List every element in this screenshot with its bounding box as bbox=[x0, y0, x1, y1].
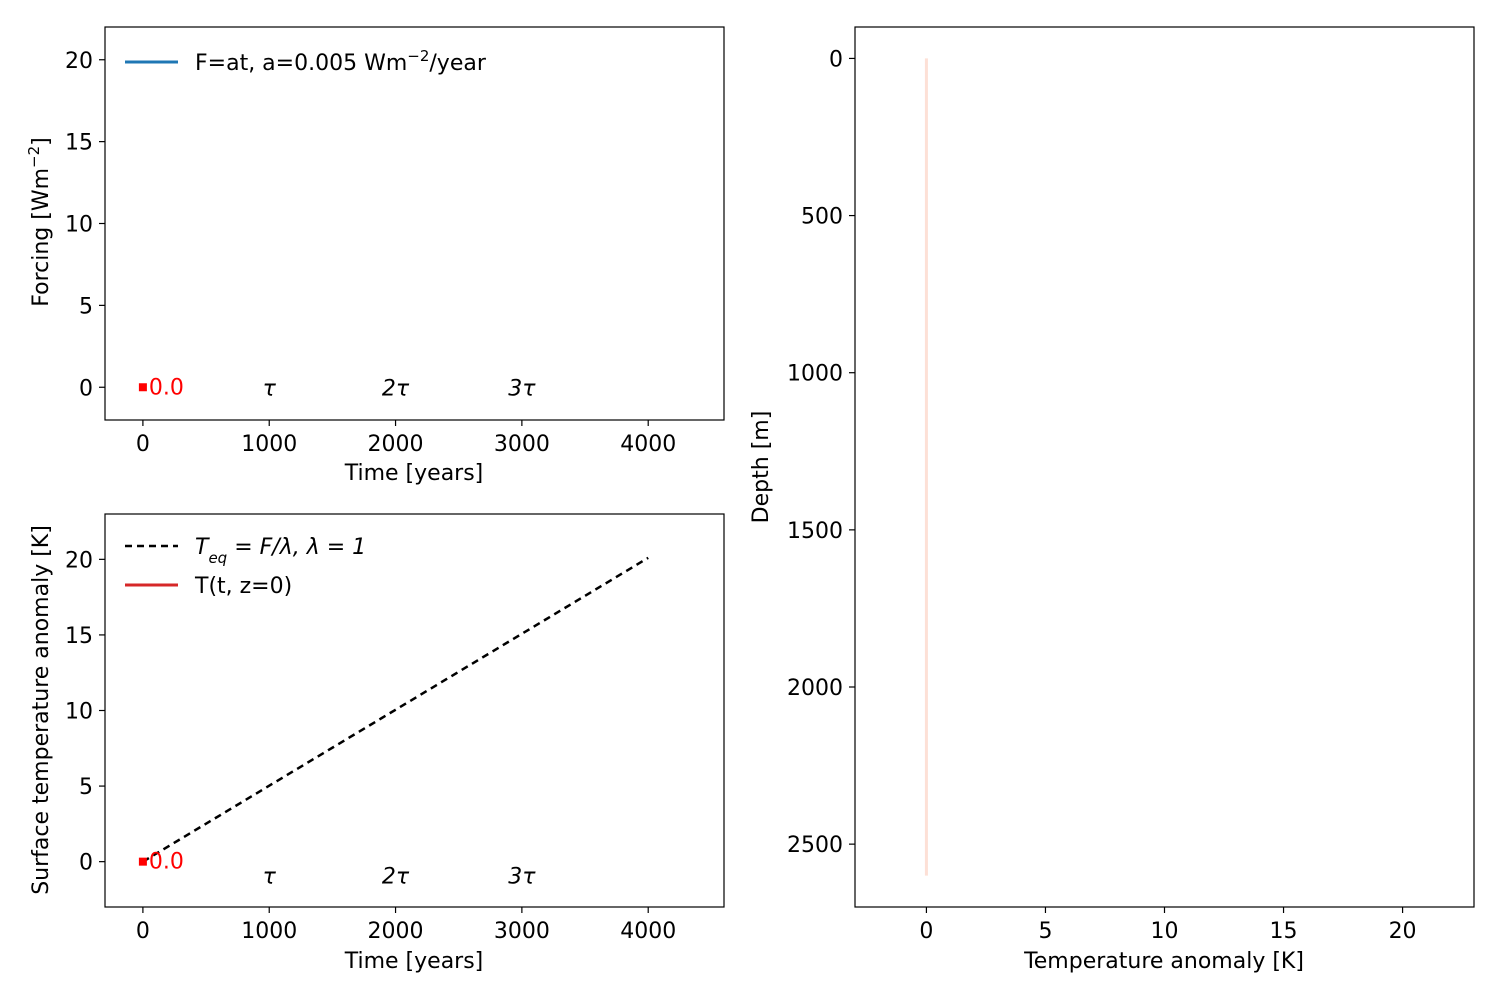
surface-y-tick-label: 10 bbox=[65, 700, 93, 725]
surface-x-tick-label: 1000 bbox=[241, 919, 297, 944]
surface-current-value-label: 0.0 bbox=[149, 850, 184, 875]
depth-x-tick-label: 20 bbox=[1389, 919, 1417, 944]
surface-x-tick-label: 2000 bbox=[368, 919, 424, 944]
forcing-current-value-label: 0.0 bbox=[149, 375, 184, 400]
forcing-x-ticks: 0 1000 2000 3000 4000 bbox=[136, 420, 676, 457]
surface-series: 0.0 bbox=[138, 556, 649, 875]
surface-series-line-0 bbox=[142, 556, 649, 863]
surface-axes-frame bbox=[104, 513, 725, 908]
surface-y-tick-label: 15 bbox=[65, 624, 93, 649]
forcing-legend-label: F=at, a=0.005 Wm−2/year bbox=[195, 47, 487, 76]
forcing-y-tick-label: 20 bbox=[65, 49, 93, 74]
forcing-x-tick-label: 2000 bbox=[368, 432, 424, 457]
tsurf-legend-label: T(t, z=0) bbox=[194, 574, 292, 599]
teq-legend-label: Teq = F/λ, λ = 1 bbox=[195, 535, 366, 567]
depth-y-tick-label: 500 bbox=[801, 205, 843, 230]
forcing-x-tick-label: 0 bbox=[136, 432, 150, 457]
forcing-y-ticks: 0 5 10 15 20 bbox=[65, 49, 105, 401]
forcing-tau-annotation: τ bbox=[263, 376, 277, 401]
surface-legend: Teq = F/λ, λ = 1 T(t, z=0) bbox=[125, 535, 366, 599]
surface-x-tick-label: 4000 bbox=[620, 919, 676, 944]
depth-y-ticks: 0 500 1000 1500 2000 2500 bbox=[787, 47, 855, 858]
forcing-annotations: τ 2τ 3τ bbox=[263, 376, 537, 401]
depth-x-tick-label: 10 bbox=[1151, 919, 1179, 944]
depth-y-tick-label: 0 bbox=[829, 47, 843, 72]
surface-x-label: Time [years] bbox=[344, 949, 484, 974]
forcing-panel: 0 1000 2000 3000 4000 0 5 10 15 20 0.0 τ 2τ 3τ Tim… bbox=[25, 26, 725, 486]
depth-y-tick-label: 2000 bbox=[787, 676, 843, 701]
surface-x-ticks: 0 1000 2000 3000 4000 bbox=[136, 907, 676, 944]
forcing-x-tick-label: 3000 bbox=[494, 432, 550, 457]
surface-tau-annotation: 3τ bbox=[508, 864, 536, 889]
forcing-tau-annotation: 3τ bbox=[508, 376, 536, 401]
depth-y-tick-label: 1500 bbox=[787, 519, 843, 544]
surface-y-tick-label: 5 bbox=[79, 775, 93, 800]
forcing-x-tick-label: 4000 bbox=[620, 432, 676, 457]
surface-y-tick-label: 0 bbox=[79, 851, 93, 876]
forcing-y-tick-label: 0 bbox=[79, 376, 93, 401]
surface-x-tick-label: 0 bbox=[136, 919, 150, 944]
forcing-current-point-marker bbox=[138, 383, 147, 392]
surface-tau-annotation: τ bbox=[263, 864, 277, 889]
surface-y-label: Surface temperature anomaly [K] bbox=[29, 525, 54, 895]
depth-profile-panel: 0 5 10 15 20 0 500 1000 1500 2000 2500 Temperatur… bbox=[749, 26, 1475, 974]
forcing-y-tick-label: 5 bbox=[79, 294, 93, 319]
depth-y-label: Depth [m] bbox=[749, 411, 774, 524]
forcing-y-tick-label: 15 bbox=[65, 131, 93, 156]
depth-axes-frame bbox=[854, 26, 1475, 908]
forcing-y-tick-label: 10 bbox=[65, 213, 93, 238]
depth-x-ticks: 0 5 10 15 20 bbox=[919, 907, 1417, 944]
depth-x-tick-label: 0 bbox=[919, 919, 933, 944]
surface-y-tick-label: 20 bbox=[65, 548, 93, 573]
depth-x-label: Temperature anomaly [K] bbox=[1023, 949, 1304, 974]
forcing-x-label: Time [years] bbox=[344, 461, 484, 486]
surface-x-tick-label: 3000 bbox=[494, 919, 550, 944]
surface-temperature-panel: 0 1000 2000 3000 4000 0 5 10 15 20 0.0 τ 2τ 3τ Tim… bbox=[29, 513, 725, 974]
depth-x-tick-label: 15 bbox=[1270, 919, 1298, 944]
surface-tau-annotation: 2τ bbox=[382, 864, 410, 889]
forcing-series: 0.0 bbox=[138, 375, 184, 400]
forcing-y-label: Forcing [Wm−2] bbox=[25, 137, 54, 307]
depth-x-tick-label: 5 bbox=[1038, 919, 1052, 944]
surface-y-ticks: 0 5 10 15 20 bbox=[65, 548, 105, 876]
surface-current-point-marker bbox=[138, 857, 147, 866]
surface-annotations: τ 2τ 3τ bbox=[263, 864, 537, 889]
forcing-axes-frame bbox=[104, 26, 725, 421]
forcing-tau-annotation: 2τ bbox=[382, 376, 410, 401]
forcing-x-tick-label: 1000 bbox=[241, 432, 297, 457]
depth-y-tick-label: 2500 bbox=[787, 833, 843, 858]
depth-y-tick-label: 1000 bbox=[787, 362, 843, 387]
forcing-legend: F=at, a=0.005 Wm−2/year bbox=[125, 47, 487, 76]
